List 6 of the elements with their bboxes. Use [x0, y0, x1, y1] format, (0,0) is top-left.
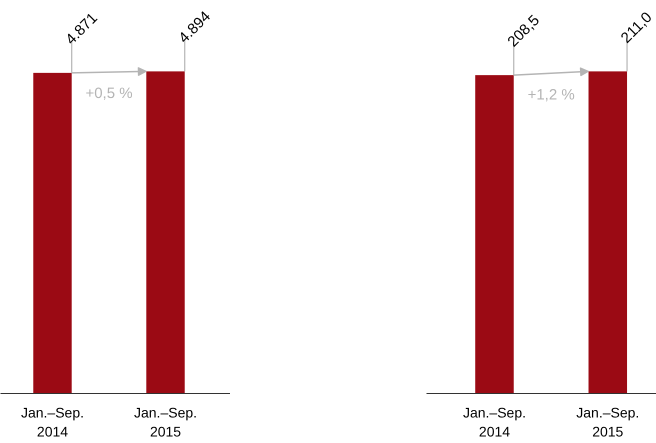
annotation: +0,5 %	[85, 85, 133, 102]
x-tick-label: Jan.–Sep. 2014	[462, 404, 526, 440]
x-tick-label: Jan.–Sep. 2015	[576, 404, 640, 440]
annotation: +1,2 %	[528, 86, 575, 104]
x-tick-label: Jan.–Sep. 2015	[134, 404, 198, 440]
x-tick-label: Jan.–Sep. 2014	[20, 404, 84, 440]
